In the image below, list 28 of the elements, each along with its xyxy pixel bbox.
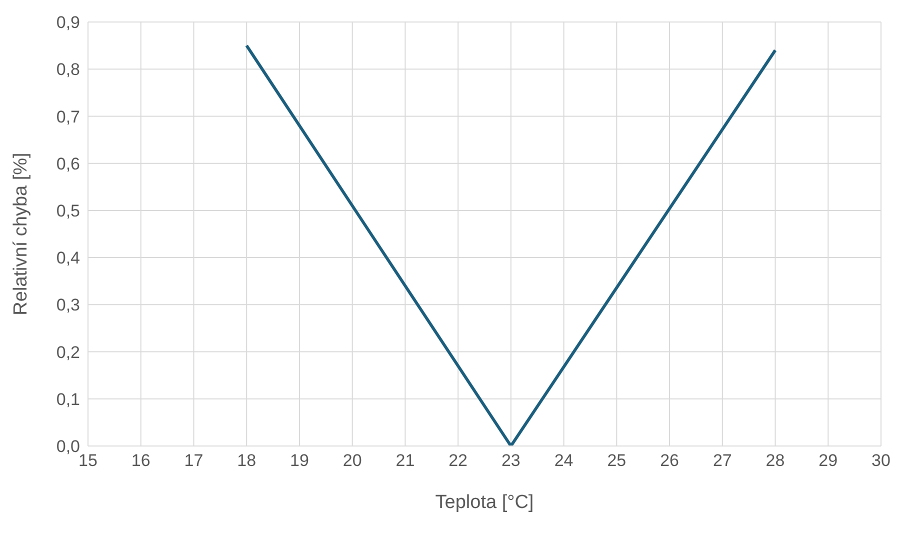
x-tick-label: 27	[712, 451, 732, 470]
x-tick-label: 22	[448, 451, 468, 470]
x-tick-label: 18	[237, 451, 256, 470]
y-tick-label: 0,7	[56, 107, 80, 126]
y-tick-label: 0,9	[56, 13, 80, 32]
x-tick-label: 20	[342, 451, 362, 470]
y-tick-label: 0,4	[56, 248, 80, 268]
x-tick-label: 26	[660, 451, 679, 470]
x-tick-label: 30	[872, 451, 890, 470]
x-tick-label: 29	[818, 451, 838, 470]
x-tick-label: 23	[501, 451, 520, 470]
y-tick-label: 0,6	[56, 154, 80, 174]
y-tick-label: 0,5	[56, 201, 80, 220]
x-tick-label: 28	[766, 451, 785, 470]
x-tick-label: 16	[131, 451, 150, 470]
x-tick-label: 21	[396, 451, 415, 470]
x-tick-label: 24	[554, 451, 574, 470]
y-axis-title: Relativní chyba [%]	[10, 152, 32, 316]
x-tick-label: 17	[184, 451, 204, 470]
y-tick-label: 0,3	[56, 296, 80, 315]
x-tick-label: 25	[607, 451, 626, 470]
x-tick-label: 19	[290, 451, 309, 470]
x-axis-title: Teplota [°C]	[435, 492, 534, 513]
x-tick-label: 15	[78, 451, 98, 470]
y-tick-label: 0,2	[56, 342, 80, 362]
y-tick-label: 0,8	[56, 60, 80, 80]
y-tick-label: 0,1	[56, 390, 80, 409]
y-tick-label: 0,0	[56, 437, 80, 456]
